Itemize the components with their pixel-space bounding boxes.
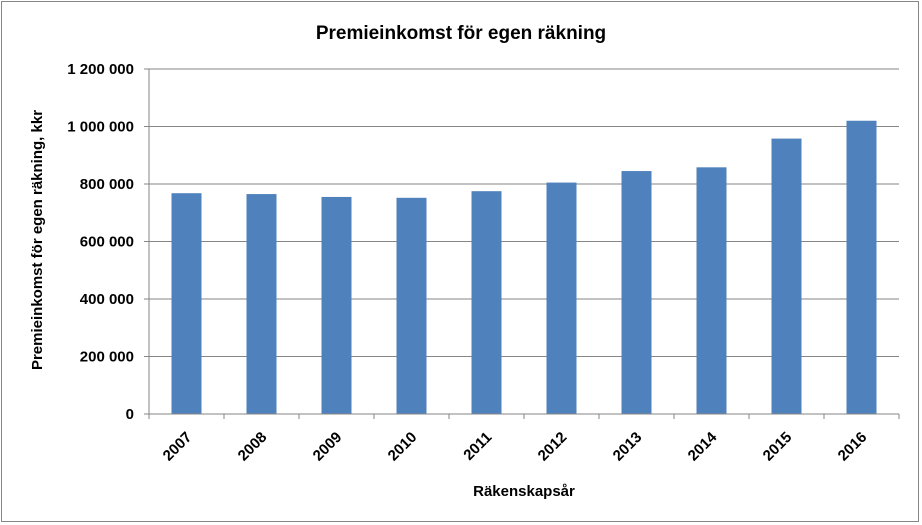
y-tick-label: 0 [126, 406, 134, 423]
x-tick-label: 2010 [385, 429, 421, 465]
x-tick-label: 2012 [535, 429, 571, 465]
bar-2010 [396, 197, 427, 414]
bar-2016 [846, 120, 877, 414]
y-axis-ticks: 0 200 000 400 000 600 000 800 000 1 000 000 1 … [67, 61, 149, 423]
bar-2015 [771, 138, 802, 414]
chart-title: Premieinkomst för egen räkning [316, 23, 606, 44]
bars [171, 120, 877, 414]
bar-2008 [246, 194, 277, 414]
x-tick-label: 2013 [610, 429, 646, 465]
y-tick-label: 1 000 000 [67, 119, 134, 136]
x-tick-label: 2008 [235, 429, 271, 465]
bar-2014 [696, 167, 727, 414]
bar-2011 [471, 191, 502, 414]
y-tick-label: 400 000 [80, 291, 134, 308]
y-tick-label: 1 200 000 [67, 61, 134, 78]
x-tick-label: 2016 [835, 429, 871, 465]
x-axis-title: Räkenskapsår [473, 483, 575, 500]
bar-2012 [546, 182, 577, 414]
x-tick-label: 2011 [460, 429, 495, 464]
x-tick-label: 2009 [310, 429, 346, 465]
x-tick-label: 2015 [760, 429, 796, 465]
x-axis-ticks: 2007 2008 2009 2010 2011 2012 2013 2014 2015 2016 [148, 414, 900, 465]
y-tick-label: 200 000 [80, 349, 134, 366]
bar-2009 [321, 196, 352, 414]
y-axis-title: Premieinkomst för egen räkning, kkr [29, 110, 46, 370]
x-tick-label: 2014 [685, 428, 721, 464]
bar-2013 [621, 171, 652, 414]
y-tick-label: 800 000 [80, 176, 134, 193]
y-tick-label: 600 000 [80, 234, 134, 251]
x-tick-label: 2007 [160, 429, 196, 465]
bar-2007 [171, 193, 202, 414]
